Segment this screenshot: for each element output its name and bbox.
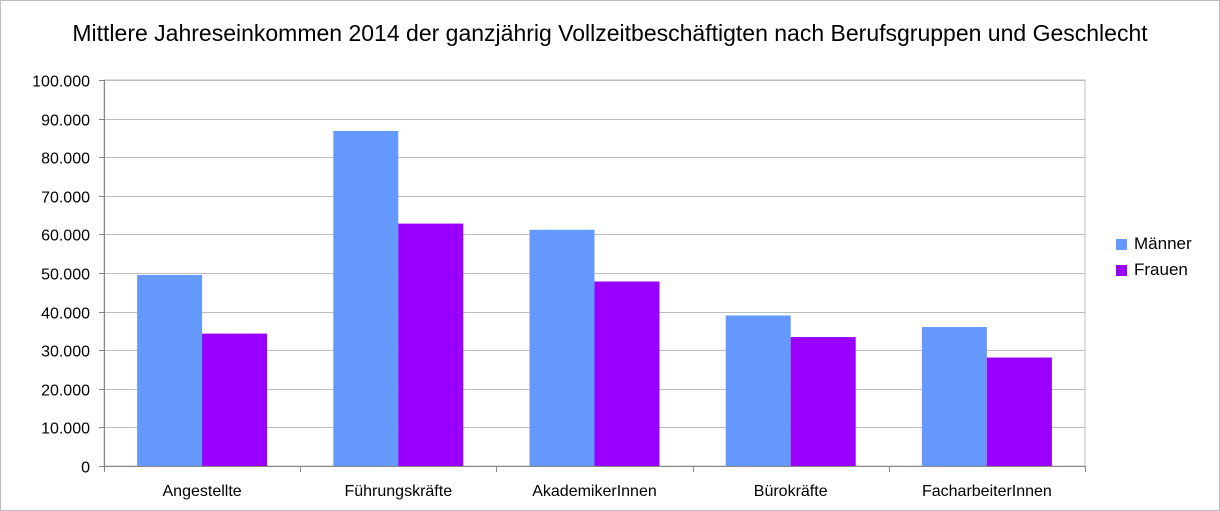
bar-frauen bbox=[790, 337, 856, 466]
bar-frauen bbox=[202, 333, 268, 466]
bar-frauen bbox=[594, 281, 660, 466]
legend-label: Männer bbox=[1134, 234, 1192, 253]
bar-maenner bbox=[921, 327, 987, 466]
bar-frauen bbox=[986, 357, 1052, 466]
y-tick-label: 30.000 bbox=[41, 344, 90, 361]
legend-swatch bbox=[1116, 238, 1127, 250]
y-tick-label: 0 bbox=[81, 460, 90, 477]
y-tick-label: 10.000 bbox=[41, 421, 90, 438]
bar-maenner bbox=[529, 229, 595, 466]
y-tick-label: 80.000 bbox=[41, 151, 90, 168]
legend-item: Frauen bbox=[1116, 257, 1192, 283]
bar-maenner bbox=[725, 315, 791, 466]
x-tick-label: Führungskräfte bbox=[344, 483, 452, 500]
y-tick-label: 70.000 bbox=[41, 190, 90, 207]
x-tick-label: Angestellte bbox=[163, 483, 242, 500]
legend-item: Männer bbox=[1116, 231, 1192, 257]
y-tick-label: 100.000 bbox=[32, 74, 90, 91]
legend: Männer Frauen bbox=[1116, 231, 1192, 283]
x-tick-label: FacharbeiterInnen bbox=[922, 483, 1052, 500]
y-tick-label: 20.000 bbox=[41, 383, 90, 400]
bar-frauen bbox=[398, 223, 464, 466]
bar-maenner bbox=[333, 130, 399, 466]
y-tick-label: 60.000 bbox=[41, 228, 90, 245]
bar-maenner bbox=[137, 274, 203, 466]
x-tick-label: Bürokräfte bbox=[754, 483, 828, 500]
y-tick-label: 50.000 bbox=[41, 267, 90, 284]
y-tick-label: 40.000 bbox=[41, 306, 90, 323]
legend-swatch bbox=[1116, 264, 1127, 276]
x-tick-label: AkademikerInnen bbox=[532, 483, 657, 500]
y-tick-label: 90.000 bbox=[41, 113, 90, 130]
chart-title: Mittlere Jahreseinkommen 2014 der ganzjä… bbox=[72, 20, 1148, 46]
legend-label: Frauen bbox=[1134, 260, 1188, 279]
